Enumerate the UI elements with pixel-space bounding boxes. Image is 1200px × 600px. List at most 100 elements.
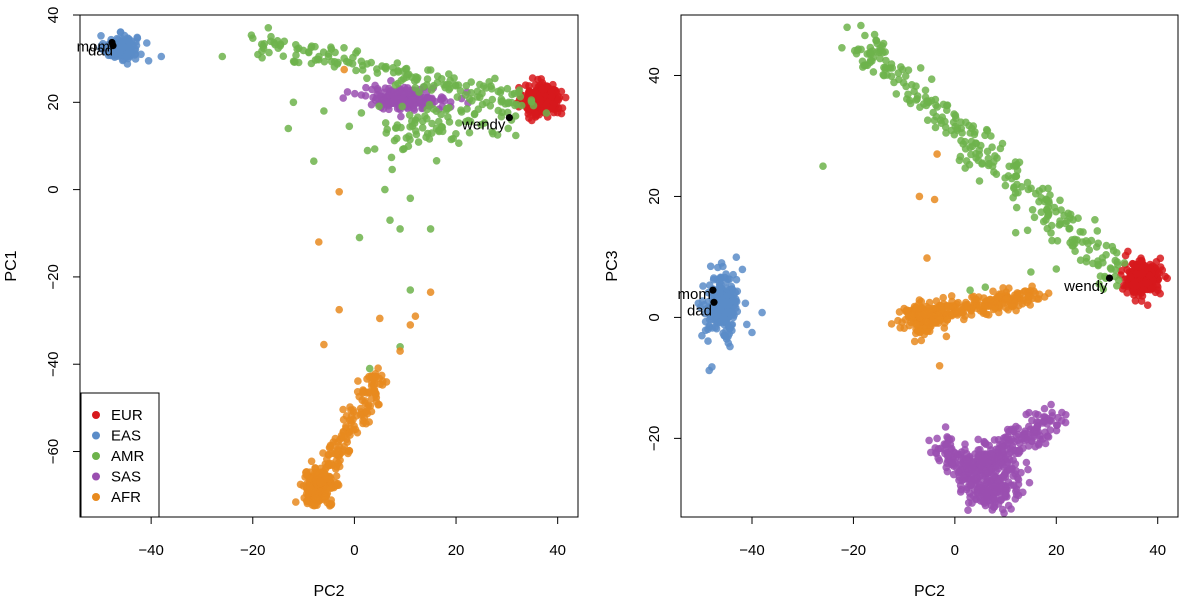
point-afr <box>307 457 316 466</box>
point-amr <box>393 59 402 67</box>
point-sas <box>999 474 1007 482</box>
legend-label-afr: AFR <box>111 489 141 506</box>
point-amr <box>503 84 512 93</box>
point-amr <box>887 72 896 80</box>
point-sas <box>343 88 352 96</box>
point-amr <box>1120 259 1129 267</box>
point-amr <box>393 134 401 143</box>
point-sas <box>367 100 376 109</box>
point-amr <box>340 44 348 52</box>
point-amr <box>463 105 471 113</box>
x-tick-label: 20 <box>1048 542 1065 559</box>
point-eur <box>1158 266 1167 274</box>
point-amr <box>367 58 376 67</box>
point-afr <box>979 308 988 316</box>
point-sas <box>961 440 969 449</box>
point-amr <box>861 31 869 40</box>
point-amr <box>967 137 976 146</box>
point-eur <box>542 101 550 109</box>
point-amr <box>382 129 391 137</box>
point-eur <box>1131 297 1140 305</box>
point-amr <box>1094 239 1102 248</box>
point-eas <box>758 308 766 317</box>
x-tick-label: −40 <box>138 542 163 559</box>
point-amr <box>1052 265 1061 273</box>
x-axis-title: PC2 <box>914 583 945 600</box>
point-amr <box>1027 268 1035 276</box>
point-sas <box>976 460 984 469</box>
point-amr <box>482 84 490 92</box>
point-sas <box>419 98 428 107</box>
point-amr <box>512 131 520 140</box>
marker-mom <box>709 286 717 294</box>
legend-swatch-amr <box>92 452 100 460</box>
point-amr <box>1050 203 1059 212</box>
y-axis-title: PC3 <box>604 250 621 281</box>
point-afr <box>352 412 361 420</box>
point-amr <box>870 30 879 39</box>
point-eas <box>723 292 731 300</box>
point-amr <box>289 98 298 107</box>
point-amr <box>432 157 441 165</box>
point-sas <box>1012 490 1021 499</box>
point-afr <box>943 315 951 324</box>
point-amr <box>969 122 978 130</box>
point-amr <box>929 108 937 117</box>
point-eur <box>561 93 570 102</box>
point-afr <box>347 416 355 425</box>
point-eas <box>699 282 707 290</box>
point-amr <box>1044 184 1052 193</box>
point-amr <box>413 113 422 121</box>
points-right <box>694 21 1171 517</box>
point-afr <box>939 293 947 302</box>
point-amr <box>972 154 980 162</box>
point-sas <box>373 85 382 93</box>
point-amr <box>983 147 992 156</box>
point-amr <box>334 58 342 67</box>
point-amr <box>488 127 496 136</box>
point-amr <box>931 95 940 104</box>
point-eur <box>528 74 537 82</box>
point-afr <box>895 308 904 316</box>
point-amr <box>497 95 506 103</box>
point-eas <box>741 299 750 308</box>
point-amr <box>1093 227 1102 235</box>
point-sas <box>964 506 972 514</box>
point-amr <box>932 101 940 109</box>
point-sas <box>980 496 988 505</box>
point-sas <box>984 458 993 467</box>
point-sas <box>966 481 974 490</box>
point-amr <box>426 225 435 233</box>
point-sas <box>925 436 933 445</box>
point-eas <box>119 43 128 51</box>
point-sas <box>372 94 381 102</box>
point-eas <box>732 275 741 284</box>
y-axis: −20 0 20 40 PC3 <box>604 67 682 451</box>
point-afr <box>994 292 1003 301</box>
y-tick-label: 20 <box>646 188 663 205</box>
y-tick-label: −60 <box>45 439 62 464</box>
point-amr <box>838 44 846 52</box>
point-amr <box>455 139 463 147</box>
point-eas <box>726 342 734 351</box>
point-amr <box>320 57 329 66</box>
point-afr <box>949 302 958 311</box>
point-amr <box>1011 189 1020 197</box>
point-amr <box>516 92 525 101</box>
point-afr <box>292 498 300 506</box>
point-eur <box>1131 263 1140 272</box>
point-afr <box>299 482 308 490</box>
point-sas <box>1040 404 1049 413</box>
point-sas <box>974 435 982 444</box>
point-eur <box>1132 281 1140 290</box>
marker-wendy <box>505 114 513 122</box>
point-amr <box>292 41 300 49</box>
point-eas <box>706 262 715 271</box>
point-amr <box>491 74 499 83</box>
point-eur <box>1135 257 1143 265</box>
point-amr <box>485 78 494 86</box>
point-amr <box>375 102 383 111</box>
point-sas <box>390 89 399 97</box>
point-amr <box>984 161 993 170</box>
point-eur <box>521 81 530 89</box>
